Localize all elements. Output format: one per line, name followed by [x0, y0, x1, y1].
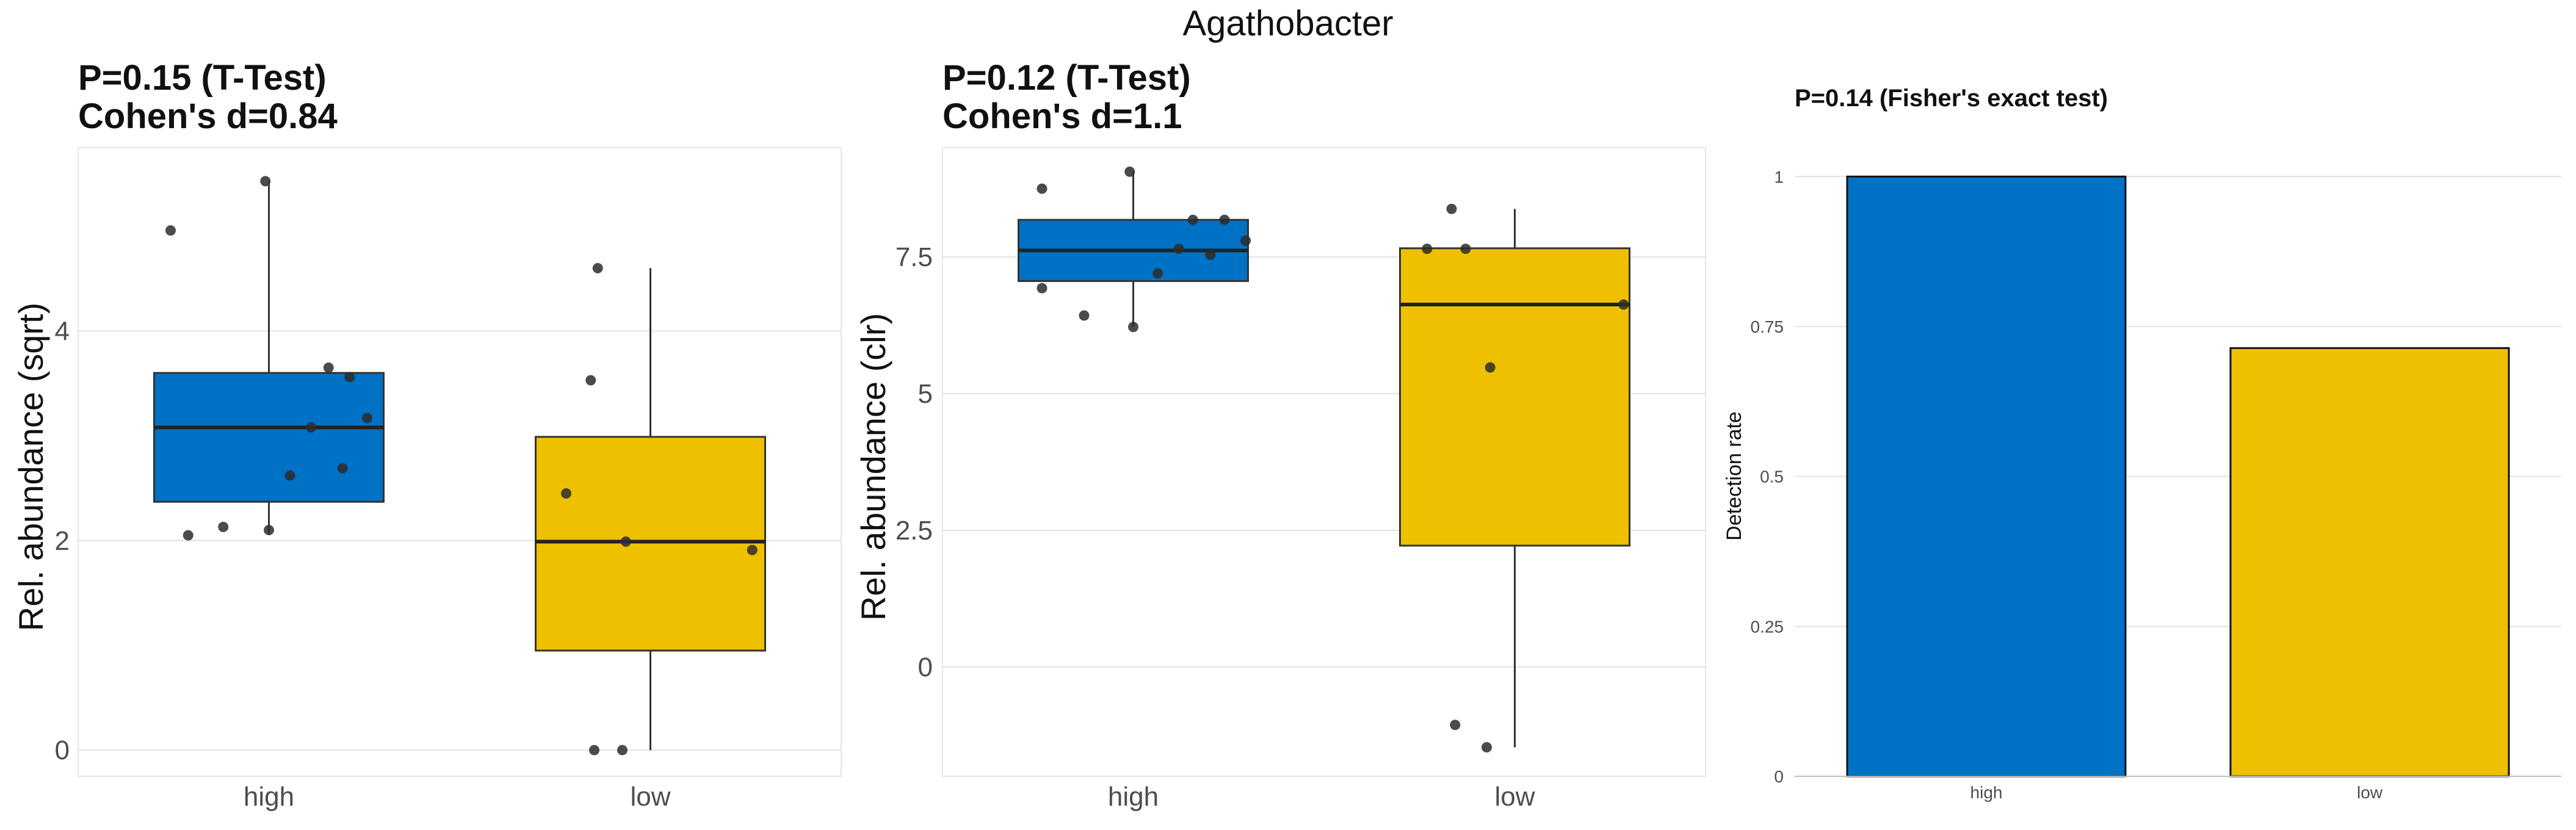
data-point — [218, 521, 229, 532]
panel-1-frame — [78, 147, 842, 777]
bar-low — [2229, 347, 2510, 778]
data-point — [337, 463, 348, 474]
box-low — [535, 436, 766, 652]
data-point — [1152, 268, 1163, 279]
data-point — [1219, 214, 1230, 225]
data-point — [1079, 310, 1090, 321]
data-point — [1482, 742, 1492, 753]
data-point — [1037, 183, 1047, 194]
box-high — [153, 372, 385, 503]
data-point — [1128, 322, 1138, 333]
y-tick-label: 4 — [55, 316, 70, 346]
data-point — [585, 375, 596, 386]
data-point — [1618, 299, 1629, 310]
data-point — [264, 525, 274, 536]
data-point — [1446, 203, 1457, 214]
x-tick-label: high — [1108, 782, 1159, 812]
y-tick-label: 0.5 — [1760, 467, 1784, 486]
data-point — [1240, 235, 1251, 246]
y-tick-label: 0 — [918, 652, 933, 682]
panel-2-frame — [942, 147, 1706, 777]
data-point — [620, 536, 631, 547]
box-low — [1399, 247, 1630, 547]
data-point — [165, 225, 176, 236]
data-point — [1460, 244, 1471, 254]
panel-1-boxplots — [153, 181, 766, 751]
panel-1-title-line2: Cohen's d=0.84 — [78, 96, 338, 136]
panel-3-y-ticks: 0 0.25 0.5 0.75 1 — [1751, 167, 1784, 786]
panel-3-y-axis-label: Detection rate — [1723, 411, 1746, 541]
panel-2-y-ticks: 0 2.5 5 7.5 — [895, 242, 933, 682]
panel-2-points — [1037, 166, 1629, 753]
panel-2-title-line1: P=0.12 (T-Test) — [942, 58, 1191, 98]
panel-3-bars — [1846, 175, 2510, 778]
y-tick-label: 1 — [1774, 167, 1784, 186]
data-point — [323, 363, 334, 373]
data-point — [589, 745, 599, 756]
x-tick-label: low — [1494, 782, 1535, 812]
figure-title: Agathobacter — [1182, 4, 1393, 43]
data-point — [1485, 362, 1496, 373]
data-point — [1422, 244, 1433, 254]
y-tick-label: 2.5 — [895, 516, 933, 546]
data-point — [1205, 250, 1216, 261]
data-point — [284, 470, 295, 481]
y-tick-label: 0 — [1774, 767, 1784, 786]
y-tick-label: 5 — [918, 379, 933, 409]
panel-1-points — [165, 176, 758, 756]
data-point — [747, 544, 758, 555]
y-tick-label: 0.25 — [1751, 617, 1784, 636]
y-tick-label: 0 — [55, 735, 70, 765]
data-point — [592, 262, 603, 273]
y-tick-label: 0.75 — [1751, 317, 1784, 336]
panel-3: P=0.14 (Fisher's exact test) Detection r… — [1723, 85, 2561, 802]
x-tick-label: high — [244, 782, 294, 812]
panel-1: P=0.15 (T-Test) Cohen's d=0.84 Rel. abun… — [12, 58, 842, 812]
panel-1-x-ticks: high low — [244, 782, 671, 812]
panel-3-title: P=0.14 (Fisher's exact test) — [1795, 85, 2108, 112]
data-point — [1124, 166, 1135, 177]
panel-2: P=0.12 (T-Test) Cohen's d=1.1 Rel. abund… — [854, 58, 1706, 812]
data-point — [1173, 244, 1184, 254]
panel-2-title-line2: Cohen's d=1.1 — [942, 96, 1182, 136]
data-point — [1450, 720, 1461, 731]
bar-high — [1846, 175, 2127, 778]
x-tick-label: low — [630, 782, 670, 812]
x-tick-label: low — [2357, 783, 2383, 802]
data-point — [617, 745, 628, 756]
data-point — [362, 413, 372, 424]
panel-1-y-ticks: 0 2 4 — [55, 316, 70, 765]
x-tick-label: high — [1970, 783, 2003, 802]
panel-3-x-ticks: high low — [1970, 783, 2383, 802]
panel-2-y-axis-label: Rel. abundance (clr) — [854, 313, 892, 621]
data-point — [1037, 283, 1047, 294]
data-point — [1187, 214, 1198, 225]
data-point — [260, 176, 271, 187]
panel-2-x-ticks: high low — [1108, 782, 1535, 812]
panel-1-title-line1: P=0.15 (T-Test) — [78, 58, 327, 98]
y-tick-label: 2 — [55, 526, 70, 556]
data-point — [561, 488, 571, 499]
panel-2-boxplots — [1018, 171, 1630, 748]
y-tick-label: 7.5 — [895, 242, 933, 272]
data-point — [344, 372, 355, 383]
data-point — [306, 422, 316, 433]
panel-1-y-axis-label: Rel. abundance (sqrt) — [12, 303, 50, 632]
data-point — [183, 530, 194, 541]
